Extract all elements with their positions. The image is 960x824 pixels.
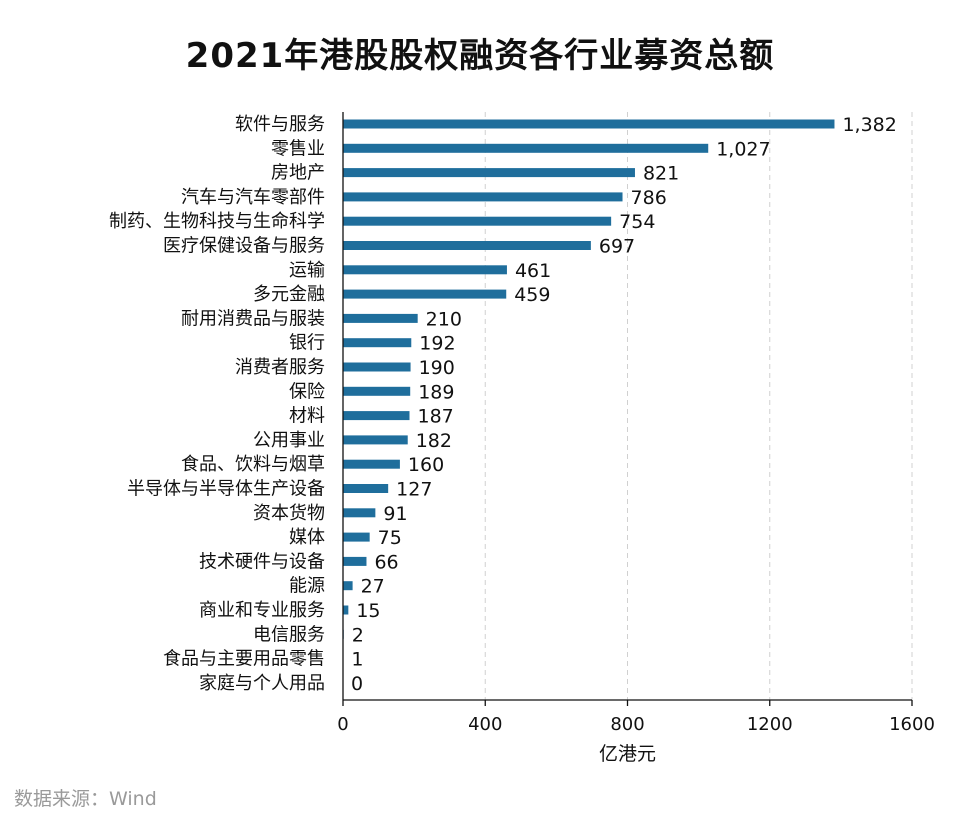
value-label: 75	[378, 527, 402, 549]
x-axis-title: 亿港元	[599, 743, 656, 765]
value-label: 15	[356, 600, 380, 622]
x-tick-label: 1200	[747, 714, 793, 735]
category-label: 食品、饮料与烟草	[181, 454, 325, 475]
bar	[343, 484, 389, 493]
category-label: 医疗保健设备与服务	[163, 236, 325, 257]
bar	[343, 338, 412, 348]
value-label: 160	[408, 454, 444, 476]
bar	[343, 459, 400, 469]
value-label: 27	[361, 576, 385, 598]
bar	[343, 411, 410, 421]
category-label: 制药、生物科技与生命科学	[109, 211, 325, 232]
value-label: 1,027	[716, 138, 770, 160]
category-label: 电信服务	[253, 624, 325, 645]
category-label: 技术硬件与设备	[199, 551, 325, 572]
value-label: 821	[643, 163, 679, 185]
x-tick-label: 400	[468, 714, 502, 735]
bar	[343, 362, 411, 372]
value-label: 66	[374, 551, 398, 573]
chart-title: 2021年港股股权融资各行业募资总额	[185, 36, 775, 76]
value-label: 127	[396, 479, 432, 501]
bar	[343, 241, 591, 250]
value-label: 697	[599, 236, 635, 258]
category-label: 银行	[289, 333, 325, 354]
value-label: 786	[631, 187, 667, 209]
category-label: 材料	[289, 406, 325, 427]
category-label: 保险	[289, 381, 325, 402]
bar	[343, 265, 507, 275]
value-label: 91	[383, 503, 407, 525]
value-label: 182	[416, 430, 452, 452]
value-label: 754	[619, 211, 655, 233]
bars	[343, 119, 835, 664]
category-label: 汽车与汽车零部件	[181, 187, 325, 208]
category-label: 半导体与半导体生产设备	[127, 479, 325, 500]
bar	[343, 216, 612, 226]
category-label: 消费者服务	[235, 357, 325, 378]
bar	[343, 192, 623, 202]
x-tick-label: 800	[610, 714, 644, 735]
value-label: 1	[351, 649, 363, 671]
bar	[343, 119, 835, 129]
category-label: 资本货物	[253, 503, 325, 524]
value-label: 461	[515, 260, 551, 282]
bar	[343, 532, 370, 542]
category-label: 零售业	[271, 138, 325, 159]
category-label: 家庭与个人用品	[199, 673, 325, 694]
x-tick-label: 0	[337, 714, 348, 735]
value-label: 0	[351, 673, 363, 695]
value-label: 190	[419, 357, 455, 379]
bar	[343, 605, 349, 615]
bar	[343, 313, 418, 323]
value-label: 192	[419, 333, 455, 355]
source-note: 数据来源：Wind	[14, 788, 157, 810]
value-label: 2	[352, 624, 364, 646]
bar	[343, 143, 709, 153]
bar	[343, 289, 507, 299]
bar	[343, 508, 376, 518]
value-label: 1,382	[842, 114, 896, 136]
category-label: 商业和专业服务	[199, 600, 325, 621]
bar	[343, 556, 367, 566]
category-label: 运输	[289, 260, 325, 281]
category-labels: 软件与服务零售业房地产汽车与汽车零部件制药、生物科技与生命科学医疗保健设备与服务…	[109, 114, 325, 694]
x-tick-label: 1600	[889, 714, 935, 735]
category-label: 多元金融	[253, 284, 325, 305]
bar	[343, 168, 635, 178]
value-label: 189	[418, 381, 454, 403]
category-label: 软件与服务	[235, 114, 325, 135]
category-label: 食品与主要用品零售	[163, 649, 325, 670]
value-labels: 1,3821,027821786754697461459210192190189…	[351, 114, 897, 695]
bar	[343, 386, 411, 396]
category-label: 公用事业	[253, 430, 325, 451]
value-label: 459	[514, 284, 550, 306]
bar	[343, 435, 408, 445]
gridlines	[484, 112, 913, 700]
bar	[343, 581, 353, 591]
category-label: 房地产	[271, 163, 325, 184]
category-label: 耐用消费品与服装	[181, 308, 325, 329]
category-label: 能源	[289, 576, 325, 597]
value-label: 210	[426, 308, 462, 330]
value-label: 187	[418, 406, 454, 428]
category-label: 媒体	[289, 527, 325, 548]
